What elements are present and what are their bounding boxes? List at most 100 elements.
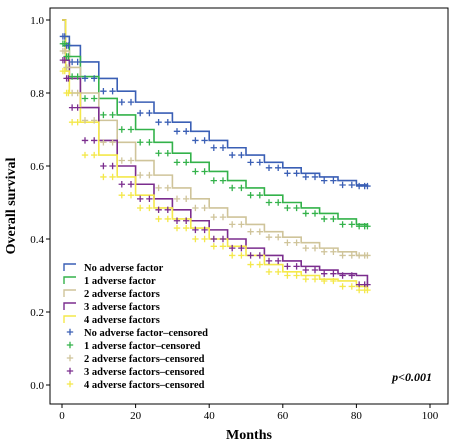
censor-mark — [81, 75, 89, 82]
censor-mark — [74, 73, 81, 80]
censor-mark — [256, 159, 263, 166]
censor-mark — [164, 184, 171, 192]
censor-mark — [127, 192, 135, 199]
censor-mark — [311, 275, 319, 283]
censor-mark — [173, 159, 181, 166]
censor-mark — [74, 89, 81, 97]
censor-mark — [74, 119, 81, 126]
censor-mark — [284, 170, 291, 177]
censor-mark — [91, 75, 98, 82]
censor-mark — [311, 210, 319, 217]
legend-label: 2 adverse factors — [84, 289, 160, 300]
legend-swatch-censor — [66, 380, 74, 388]
legend-item: 3 adverse factors–censored — [66, 367, 205, 378]
censor-mark — [348, 252, 355, 259]
censor-mark — [247, 261, 254, 268]
censor-mark — [247, 252, 254, 259]
y-tick-label: 0.4 — [30, 234, 44, 246]
censor-mark — [339, 283, 346, 290]
legend-label: 2 adverse factors–censored — [84, 354, 205, 365]
censor-mark — [109, 173, 116, 181]
censor-mark — [74, 58, 81, 66]
censor-mark — [302, 266, 309, 274]
censor-mark — [173, 217, 181, 224]
censor-mark — [275, 233, 282, 241]
censor-mark — [155, 150, 162, 157]
y-tick-label: 0.2 — [30, 307, 44, 319]
series-line — [62, 19, 368, 257]
censor-mark — [265, 257, 273, 265]
censor-mark — [100, 111, 107, 119]
censor-mark — [81, 137, 89, 144]
censor-marks — [59, 33, 371, 294]
censor-mark — [65, 75, 72, 82]
censor-mark — [100, 173, 107, 181]
censor-mark — [81, 117, 89, 124]
censor-mark — [330, 277, 337, 285]
censor-mark — [339, 181, 346, 189]
censor-mark — [293, 272, 300, 279]
legend: No adverse factor 1 adverse factor 2 adver… — [63, 263, 208, 391]
censor-mark — [137, 139, 144, 146]
censor-mark — [183, 128, 190, 135]
censor-mark — [81, 151, 89, 159]
censor-mark — [100, 87, 107, 95]
censor-mark — [311, 173, 319, 181]
censor-mark — [192, 168, 199, 175]
censor-mark — [155, 206, 162, 213]
y-tick-label: 0.6 — [30, 161, 44, 173]
censor-mark — [219, 213, 227, 221]
censor-mark — [127, 98, 135, 106]
censor-mark — [364, 286, 371, 294]
censor-mark — [219, 235, 227, 243]
x-tick-label: 60 — [277, 410, 289, 422]
censor-mark — [229, 252, 236, 259]
censor-mark — [364, 182, 371, 190]
censor-mark — [192, 137, 199, 144]
legend-swatch-censor — [66, 341, 74, 349]
censor-mark — [339, 272, 346, 279]
legend-swatch-censor — [66, 354, 74, 362]
censor-mark — [330, 270, 337, 277]
censor-mark — [164, 150, 171, 157]
censor-mark — [238, 252, 245, 259]
censor-mark — [164, 215, 171, 223]
legend-item: 2 adverse factors–censored — [66, 354, 205, 365]
censor-mark — [210, 144, 217, 151]
censor-mark — [238, 221, 245, 228]
x-axis-title: Months — [226, 428, 272, 443]
legend-swatch-line — [63, 276, 76, 284]
legend-item: 1 adverse factor–censored — [66, 341, 201, 352]
legend-item: 4 adverse factors–censored — [66, 380, 205, 391]
censor-mark — [68, 58, 76, 66]
censor-mark — [293, 170, 300, 177]
censor-mark — [183, 224, 190, 232]
censor-mark — [238, 151, 245, 159]
censor-mark — [118, 126, 125, 133]
censor-mark — [355, 286, 363, 294]
censor-mark — [293, 239, 300, 246]
censor-mark — [275, 268, 282, 276]
censor-mark — [109, 87, 116, 95]
y-tick-label: 0.0 — [30, 380, 44, 392]
censor-mark — [201, 204, 208, 212]
censor-mark — [109, 139, 116, 146]
censor-mark — [265, 233, 273, 241]
censor-mark — [100, 139, 107, 146]
censor-mark — [81, 95, 89, 102]
censor-mark — [137, 109, 144, 117]
censor-mark — [65, 64, 72, 71]
censor-mark — [321, 215, 328, 223]
censor-mark — [155, 184, 162, 192]
censor-mark — [118, 181, 125, 188]
legend-item: No adverse factor–censored — [66, 328, 208, 339]
censor-mark — [74, 104, 81, 111]
censor-mark — [275, 199, 282, 206]
censor-mark — [201, 168, 208, 175]
censor-mark — [330, 215, 337, 223]
legend-item: 1 adverse factor — [63, 276, 156, 287]
censor-mark — [238, 244, 245, 252]
censor-mark — [284, 272, 291, 279]
censor-mark — [137, 171, 144, 179]
censor-mark — [256, 261, 263, 268]
